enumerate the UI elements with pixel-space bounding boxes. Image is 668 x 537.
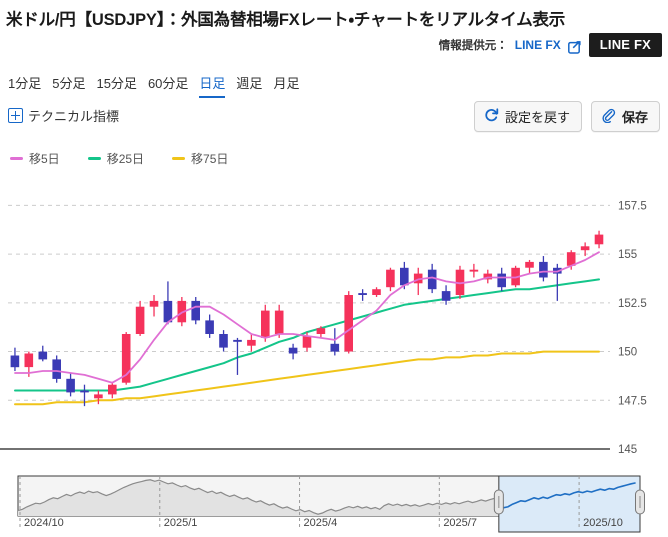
refresh-icon	[484, 107, 499, 126]
svg-text:155: 155	[618, 249, 637, 261]
navigator-selection[interactable]	[493, 475, 645, 533]
save-button[interactable]: 保存	[590, 101, 660, 132]
reset-settings-button[interactable]: 設定を戻す	[473, 101, 582, 132]
chart-toolbar: 設定を戻す 保存	[473, 101, 660, 132]
provider-row: 情報提供元： LINE FX LINE FX	[439, 33, 662, 57]
svg-text:152.5: 152.5	[618, 298, 647, 310]
plus-box-icon[interactable]	[8, 108, 23, 123]
tab-5min[interactable]: 5分足	[52, 76, 86, 91]
tab-15min[interactable]: 15分足	[96, 76, 137, 91]
navigator-labels: 2024/10 2025/1 2025/4 2025/7 2025/10	[19, 476, 623, 530]
timeframe-tabs: 1分足 5分足 15分足 60分足 日足 週足 月足	[8, 73, 299, 98]
chart-ma75-line	[14, 350, 600, 406]
svg-text:2025/1: 2025/1	[164, 517, 198, 529]
svg-text:145: 145	[618, 444, 637, 456]
nav-handle-right[interactable]	[635, 489, 645, 515]
navigator-series	[17, 479, 499, 516]
legend-label-ma5: 移5日	[29, 152, 60, 166]
reset-settings-label: 設定を戻す	[504, 110, 570, 125]
legend-item-ma5[interactable]: 移5日	[10, 150, 60, 167]
svg-text:157.5: 157.5	[618, 200, 647, 212]
svg-text:2025/4: 2025/4	[304, 517, 338, 529]
chart-y-axis-labels: 157.5 155 152.5 150 147.5 145	[618, 200, 647, 456]
technical-indicator-label: テクニカル指標	[28, 109, 120, 124]
legend-item-ma25[interactable]: 移25日	[87, 150, 145, 167]
save-label: 保存	[621, 110, 648, 125]
tab-60min[interactable]: 60分足	[147, 76, 189, 91]
tab-daily[interactable]: 日足	[199, 73, 226, 98]
tab-1min[interactable]: 1分足	[8, 76, 42, 91]
svg-text:147.5: 147.5	[618, 395, 647, 407]
legend-swatch-ma75	[172, 157, 186, 160]
provider-link[interactable]: LINE FX	[514, 38, 561, 52]
tab-monthly[interactable]: 月足	[273, 76, 300, 91]
chart-candles	[10, 230, 604, 407]
svg-text:2024/10: 2024/10	[24, 517, 64, 529]
paperclip-icon	[601, 108, 616, 126]
chart-ma5-line	[14, 251, 600, 384]
moving-average-legend: 移5日 移25日 移75日	[10, 150, 228, 167]
legend-swatch-ma5	[10, 157, 23, 160]
technical-indicator-toggle[interactable]: テクニカル指標	[8, 106, 119, 125]
svg-text:150: 150	[618, 347, 637, 359]
tab-weekly[interactable]: 週足	[236, 76, 263, 91]
chart-gridlines	[0, 204, 610, 450]
legend-label-ma25: 移25日	[106, 152, 145, 166]
range-navigator-svg[interactable]: 2024/10 2025/1 2025/4 2025/7 2025/10	[0, 472, 668, 534]
external-link-icon[interactable]	[567, 40, 582, 54]
svg-text:2025/10: 2025/10	[583, 517, 623, 529]
brand-badge[interactable]: LINE FX	[588, 33, 662, 57]
legend-swatch-ma25	[87, 157, 101, 160]
svg-text:2025/7: 2025/7	[443, 517, 477, 529]
nav-handle-left[interactable]	[493, 489, 504, 515]
provider-label: 情報提供元：	[438, 40, 508, 52]
page-title: 米ドル/円【USDJPY】：外国為替相場FXレート・チャートをリアルタイム表示	[6, 11, 566, 29]
legend-item-ma75[interactable]: 移75日	[172, 150, 228, 167]
range-navigator[interactable]: 2024/10 2025/1 2025/4 2025/7 2025/10	[0, 472, 668, 534]
legend-label-ma75: 移75日	[191, 152, 229, 166]
